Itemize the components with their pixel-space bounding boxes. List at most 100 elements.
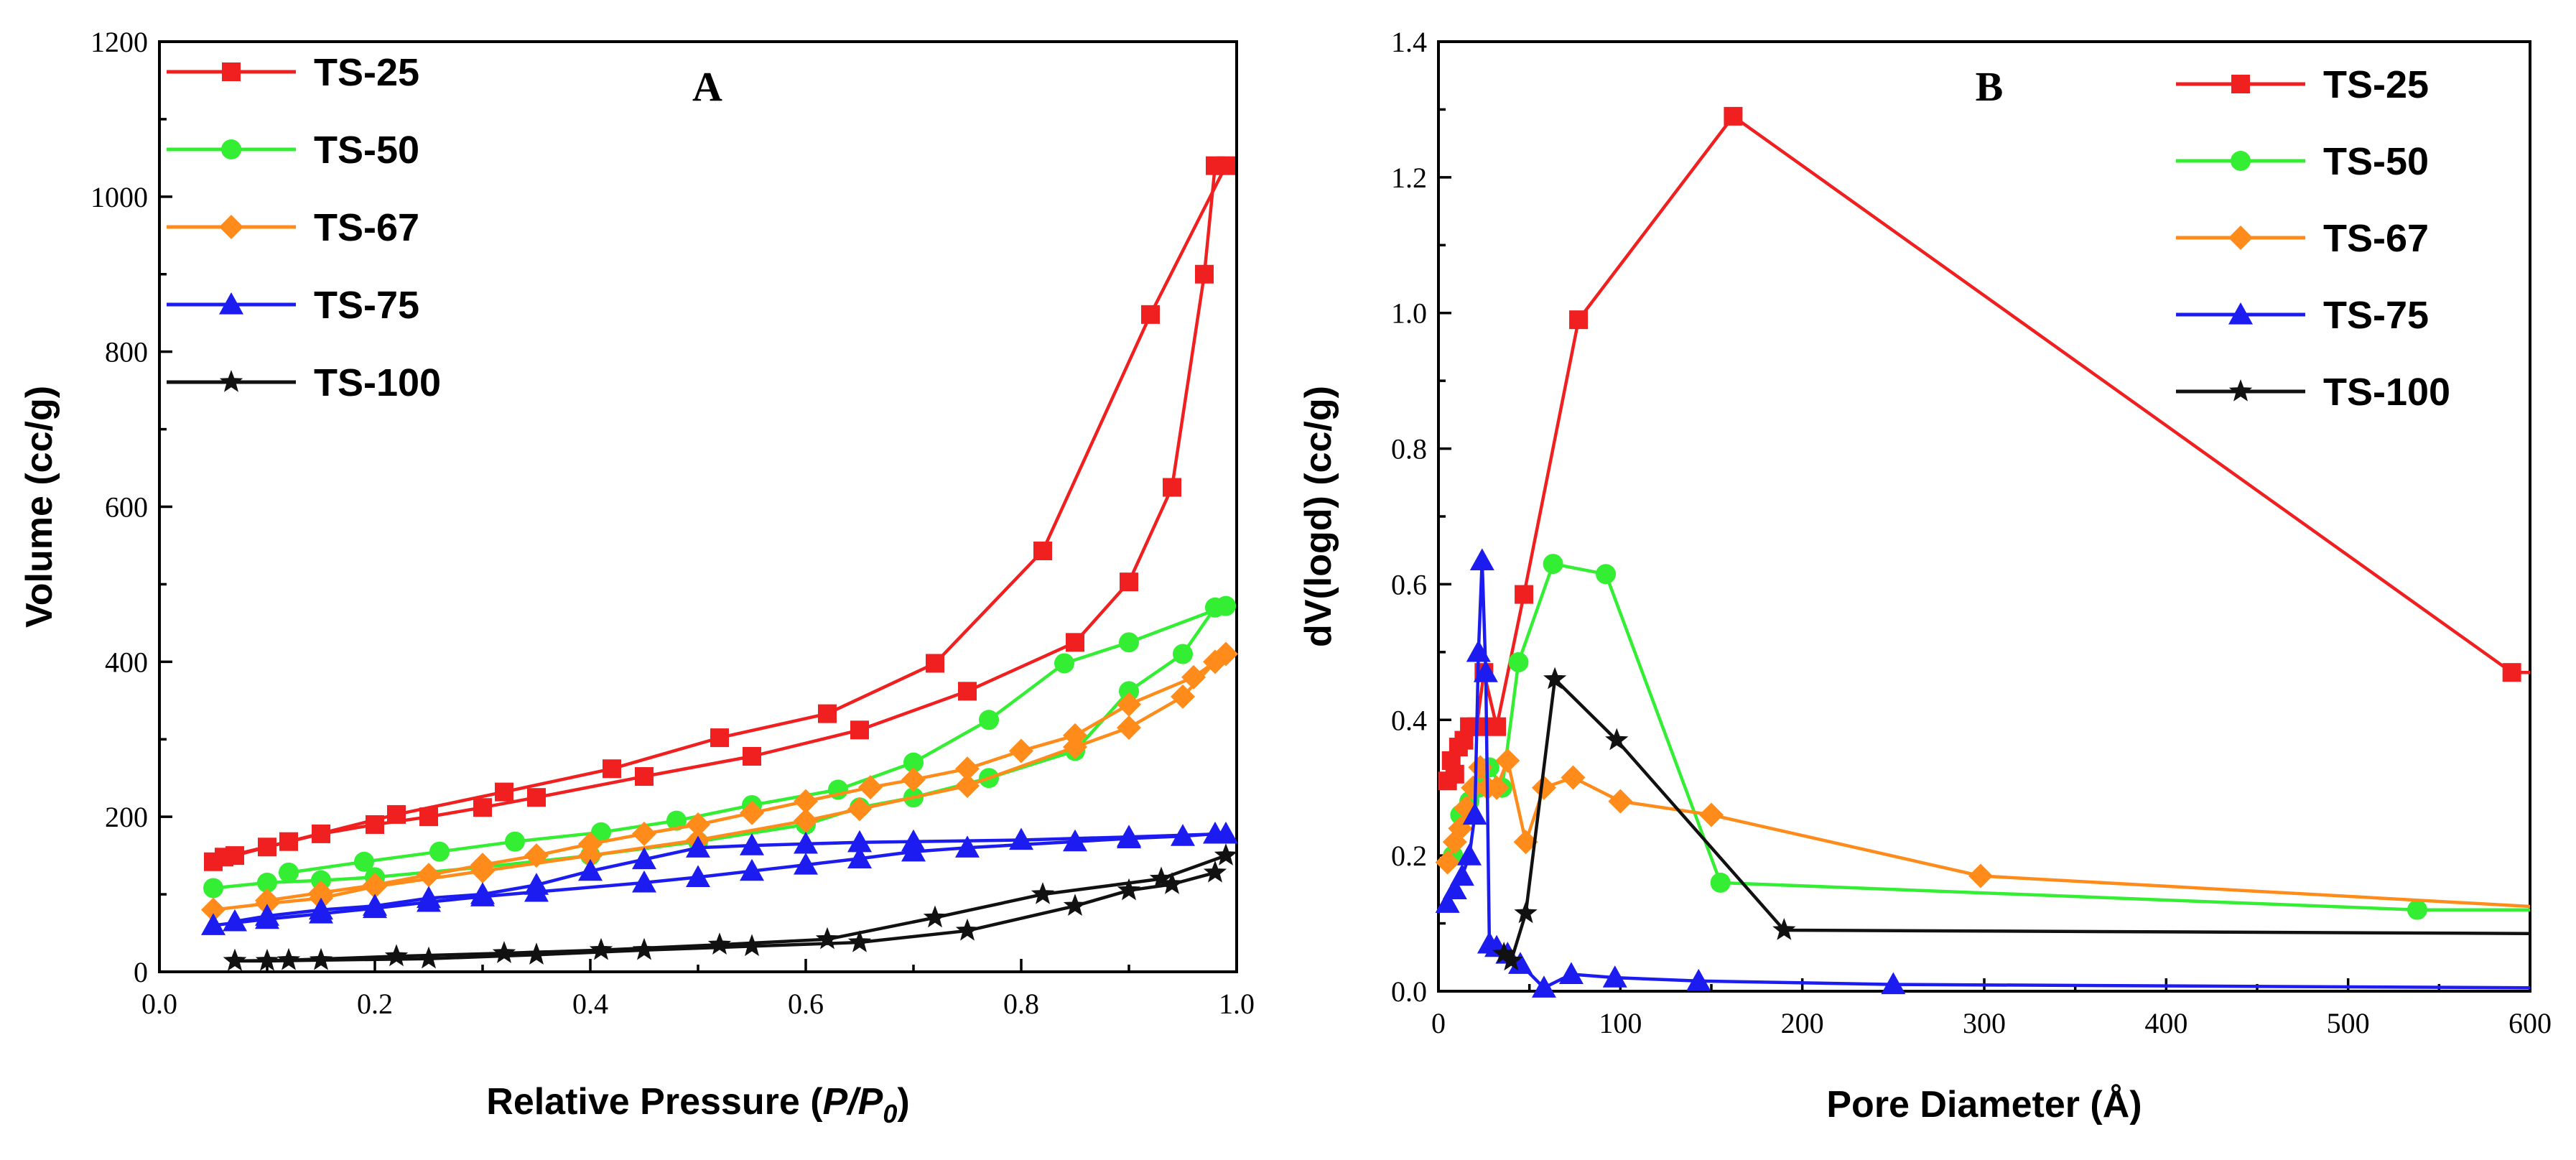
panel-b-point-ts-50 bbox=[1508, 652, 1529, 673]
panel-b-series-ts-100 bbox=[1492, 667, 2531, 971]
panel-b-y-tick-label: 0.8 bbox=[1391, 433, 1427, 465]
panel-a-point-ts-75 bbox=[578, 858, 603, 881]
panel-a-line-ts-75 bbox=[213, 832, 1216, 927]
panel-a-point-ts-67 bbox=[794, 789, 818, 814]
panel-a-point-ts-100 bbox=[417, 946, 441, 969]
panel-b-series-ts-25 bbox=[1438, 106, 2530, 791]
panel-a-point-ts-25 bbox=[603, 759, 621, 779]
panel-b-point-ts-25 bbox=[1724, 106, 1743, 126]
panel-a-point-ts-25 bbox=[527, 788, 546, 807]
panel-b-point-ts-67 bbox=[1608, 789, 1633, 814]
panel-a-point-ts-67 bbox=[524, 843, 549, 868]
panel-a-point-ts-25 bbox=[495, 782, 513, 802]
panel-b-point-ts-25 bbox=[1515, 585, 1534, 604]
panel-b-y-tick-label: 1.4 bbox=[1391, 26, 1427, 58]
panel-b-point-ts-75 bbox=[1602, 965, 1627, 988]
panel-a-series-ts-25 bbox=[204, 156, 1235, 871]
panel-a-point-ts-25 bbox=[1195, 264, 1214, 284]
panel-b-point-ts-75 bbox=[1558, 962, 1584, 984]
panel-a-point-ts-100 bbox=[1063, 894, 1087, 916]
panel-a-point-ts-67 bbox=[1063, 723, 1087, 748]
panel-a-point-ts-67 bbox=[858, 775, 883, 800]
panel-a-legend-label-ts-67: TS-67 bbox=[314, 206, 419, 249]
panel-b-point-ts-75 bbox=[1531, 975, 1556, 998]
panel-a-point-ts-75 bbox=[632, 870, 656, 893]
panel-a-point-ts-100 bbox=[1203, 860, 1227, 883]
panel-a-point-ts-25 bbox=[279, 832, 298, 851]
panel-b-legend-marker-ts-50 bbox=[2231, 151, 2251, 171]
panel-b-y-tick-label: 0.4 bbox=[1391, 704, 1427, 736]
panel-a-point-ts-100 bbox=[923, 905, 947, 928]
panel-a-series-ts-67 bbox=[201, 641, 1238, 922]
panel-a-point-ts-75 bbox=[794, 831, 818, 854]
panel-a-line-ts-67 bbox=[213, 660, 1217, 911]
panel-a-series-ts-100 bbox=[223, 843, 1238, 971]
panel-b-series-ts-75 bbox=[1435, 548, 2531, 998]
panel-a-point-ts-50 bbox=[429, 841, 450, 862]
panel-a-point-ts-75 bbox=[417, 886, 441, 909]
panel-a-point-ts-75 bbox=[686, 865, 710, 887]
panel-a-point-ts-75 bbox=[1117, 825, 1141, 847]
panel-b-point-ts-100 bbox=[1514, 901, 1538, 924]
panel-b-y-tick-label: 0.0 bbox=[1391, 975, 1427, 1008]
panel-b-y-tick-label: 1.0 bbox=[1391, 297, 1427, 330]
panel-a-point-ts-100 bbox=[1214, 843, 1238, 866]
panel-a-point-ts-67 bbox=[578, 831, 603, 856]
panel-b-y-tick-label: 0.6 bbox=[1391, 568, 1427, 600]
panel-b-point-ts-100 bbox=[1492, 942, 1516, 964]
panel-a-point-ts-50 bbox=[979, 710, 999, 730]
panel-b-x-axis-label: Pore Diameter (Å) bbox=[1826, 1084, 2142, 1126]
panel-b-point-ts-25 bbox=[1569, 310, 1589, 330]
panel-a-x-tick-label: 0.8 bbox=[1003, 988, 1039, 1020]
panel-b-line-ts-100 bbox=[1502, 677, 2531, 962]
panel-b-point-ts-75 bbox=[1466, 639, 1491, 662]
panel-a-point-ts-50 bbox=[311, 870, 331, 891]
panel-a-point-ts-25 bbox=[419, 807, 438, 827]
panel-b-legend-item-ts-67: TS-67 bbox=[2176, 217, 2429, 260]
panel-a-x-tick-label: 0.2 bbox=[357, 988, 393, 1020]
panel-a-point-ts-100 bbox=[632, 937, 656, 960]
panel-b-chart: 0 100 200 300 400 500 600 0.0 0.2 0.4 0.6 0.8 1.0 1.2… bbox=[1298, 26, 2552, 1126]
panel-b-legend-marker-ts-75 bbox=[2228, 302, 2253, 325]
panel-b-y-tick-label: 0.2 bbox=[1391, 840, 1427, 872]
panel-a-point-ts-100 bbox=[492, 941, 516, 963]
panel-b-legend-item-ts-25: TS-25 bbox=[2176, 63, 2429, 106]
panel-a-point-ts-50 bbox=[903, 752, 924, 773]
panel-b-point-ts-75 bbox=[1473, 660, 1498, 682]
panel-a-point-ts-50 bbox=[203, 878, 223, 899]
panel-a-point-ts-100 bbox=[223, 948, 247, 971]
panel-b-plot-frame bbox=[1437, 40, 2531, 993]
panel-a-point-ts-75 bbox=[1063, 829, 1087, 852]
panel-b-point-ts-67 bbox=[1461, 775, 1486, 800]
panel-a-point-ts-25 bbox=[958, 682, 977, 701]
panel-a-y-tick-label: 0 bbox=[134, 956, 148, 988]
panel-a-point-ts-50 bbox=[1173, 644, 1193, 664]
panel-a-point-ts-75 bbox=[470, 882, 495, 904]
panel-a-point-ts-67 bbox=[1181, 664, 1206, 690]
panel-b-line-ts-67 bbox=[1446, 758, 2531, 909]
panel-b-point-ts-75 bbox=[1442, 877, 1467, 899]
panel-a-point-ts-25 bbox=[473, 798, 492, 817]
panel-a-point-ts-67 bbox=[1214, 641, 1238, 667]
panel-a-point-ts-50 bbox=[1119, 681, 1139, 702]
panel-a-panel-letter: A bbox=[692, 63, 722, 110]
panel-a-point-ts-67 bbox=[955, 774, 980, 798]
panel-a-point-ts-75 bbox=[201, 913, 225, 935]
panel-b-point-ts-75 bbox=[1881, 972, 1906, 995]
panel-a-legend-marker-ts-100 bbox=[219, 370, 243, 392]
panel-a-point-ts-67 bbox=[901, 767, 926, 792]
panel-a-point-ts-75 bbox=[847, 830, 872, 853]
panel-a-point-ts-67 bbox=[1117, 715, 1141, 741]
panel-a-point-ts-25 bbox=[387, 804, 406, 824]
panel-b-point-ts-25 bbox=[1487, 717, 1507, 736]
panel-a-legend-item-ts-100: TS-100 bbox=[167, 361, 441, 404]
panel-a-point-ts-25 bbox=[1120, 572, 1138, 592]
panel-a-point-ts-100 bbox=[815, 927, 840, 950]
panel-a-point-ts-67 bbox=[1117, 692, 1141, 717]
panel-b-x-tick-label: 300 bbox=[1963, 1007, 2006, 1039]
panel-a-point-ts-75 bbox=[740, 858, 764, 881]
panel-a-point-ts-25 bbox=[818, 704, 837, 723]
panel-a-point-ts-100 bbox=[740, 934, 764, 957]
panel-b-point-ts-67 bbox=[1495, 748, 1520, 773]
panel-a-point-ts-67 bbox=[686, 812, 710, 837]
